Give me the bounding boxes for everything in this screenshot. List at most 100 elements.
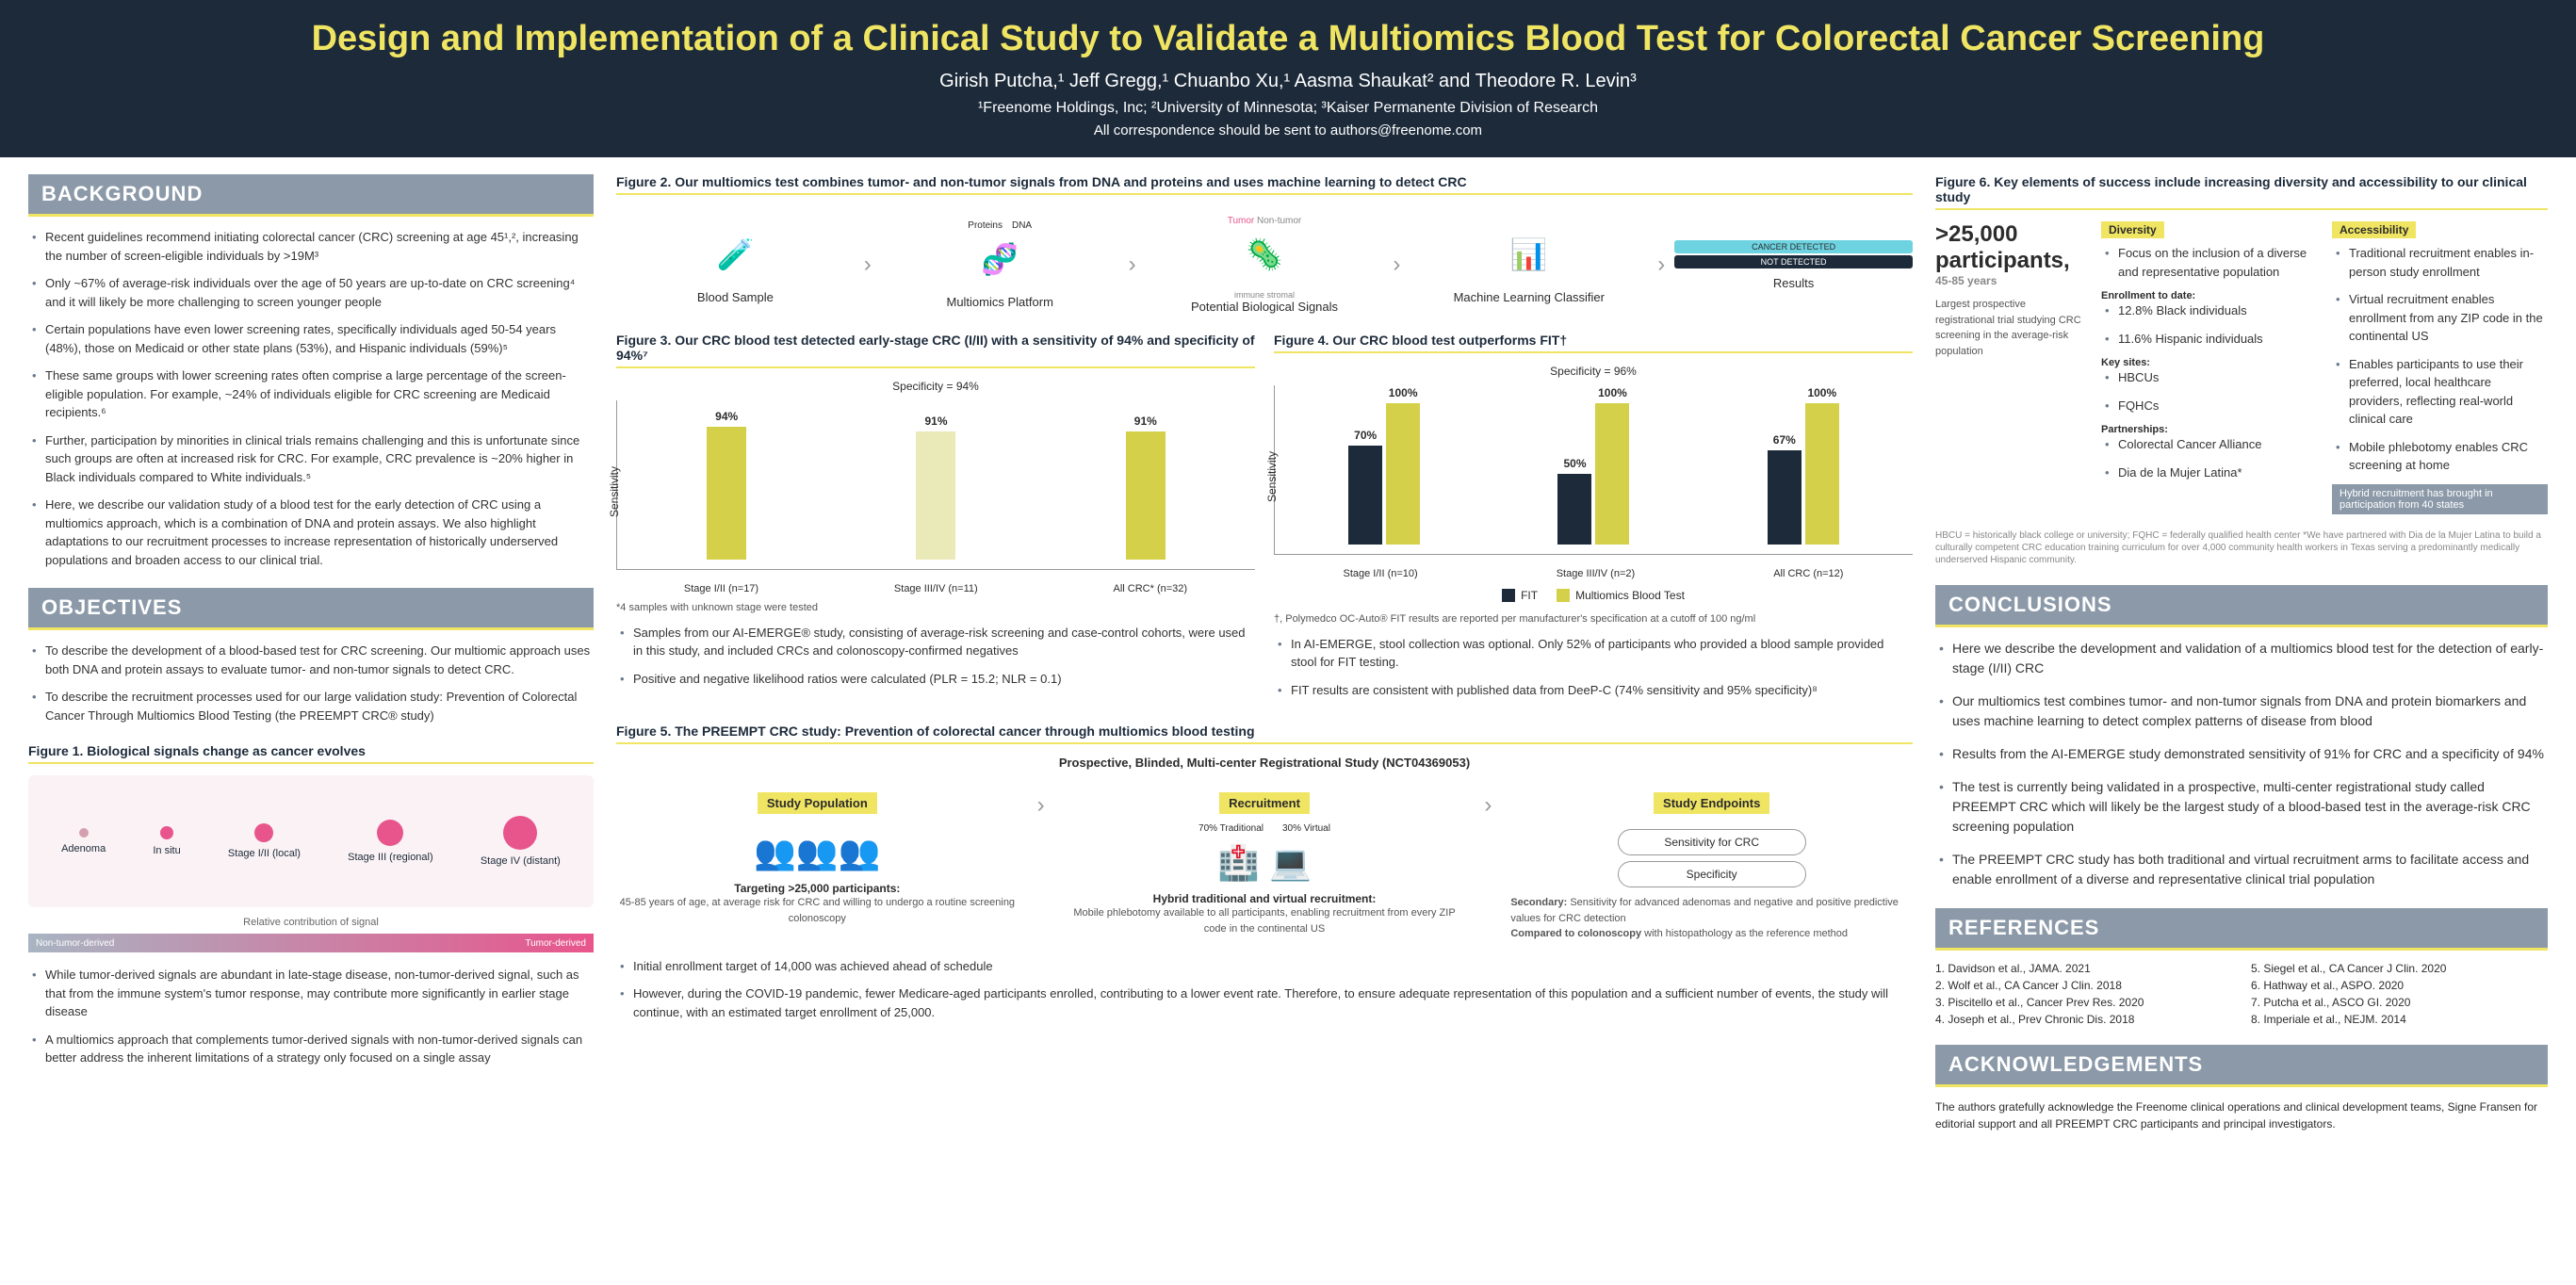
poster-title: Design and Implementation of a Clinical … <box>38 19 2538 59</box>
fig3-chart: Figure 3. Our CRC blood test detected ea… <box>616 333 1255 708</box>
fig1-note: While tumor-derived signals are abundant… <box>32 966 594 1021</box>
rec-header: Recruitment <box>1219 792 1310 814</box>
chevron-icon: › <box>1037 792 1045 819</box>
fig6-footnote: HBCU = historically black college or uni… <box>1935 529 2548 566</box>
participant-count: >25,000 participants, <box>1935 221 2086 274</box>
virus-icon: 🦠 <box>1231 226 1297 283</box>
fig5-population: Study Population 👥👥👥 Targeting >25,000 p… <box>616 792 1019 926</box>
ack-text: The authors gratefully acknowledge the F… <box>1935 1098 2548 1132</box>
non-tumor-label: Non-tumor-derived <box>36 938 114 949</box>
bg-item: Recent guidelines recommend initiating c… <box>32 228 594 265</box>
ref-item: 8. Imperiale et al., NEJM. 2014 <box>2251 1013 2548 1026</box>
age-range: 45-85 years <box>1935 274 2086 287</box>
objectives-list: To describe the development of a blood-b… <box>28 642 594 724</box>
correspondence: All correspondence should be sent to aut… <box>38 122 2538 138</box>
tumor-label: Tumor-derived <box>525 938 586 949</box>
fig6-title: Figure 6. Key elements of success includ… <box>1935 174 2548 210</box>
bg-item: These same groups with lower screening r… <box>32 366 594 422</box>
fig1-stage: Stage I/II (local) <box>228 823 301 859</box>
fig2-step: ProteinsDNA 🧬Multiomics Platform <box>881 220 1119 309</box>
fig5-note: However, during the COVID-19 pandemic, f… <box>620 984 1913 1021</box>
fig2-flow: 🧪Blood Sample › ProteinsDNA 🧬Multiomics … <box>616 206 1913 333</box>
conclusion-item: Results from the AI-EMERGE study demonst… <box>1939 744 2548 764</box>
fig3-notes: Samples from our AI-EMERGE® study, consi… <box>616 624 1255 689</box>
fig5-note: Initial enrollment target of 14,000 was … <box>620 957 1913 976</box>
fig1-diagram: Adenoma In situ Stage I/II (local) Stage… <box>28 775 594 907</box>
bar-label: Stage III/IV (n=2) <box>1557 568 1635 579</box>
fig6-accessibility: Accessibility Traditional recruitment en… <box>2332 221 2548 514</box>
fig3-note: Samples from our AI-EMERGE® study, consi… <box>620 624 1255 660</box>
authors: Girish Putcha,¹ Jeff Gregg,¹ Chuanbo Xu,… <box>38 71 2538 92</box>
chevron-icon: › <box>1657 252 1665 278</box>
fig4-note: In AI-EMERGE, stool collection was optio… <box>1278 635 1913 672</box>
fig4-notes: In AI-EMERGE, stool collection was optio… <box>1274 635 1913 700</box>
chevron-icon: › <box>864 252 872 278</box>
fig5-subtitle: Prospective, Blinded, Multi-center Regis… <box>616 756 1913 770</box>
right-column: Figure 6. Key elements of success includ… <box>1935 174 2548 1132</box>
chart-bar: 91% <box>1126 431 1166 561</box>
hybrid-badge: Hybrid recruitment has brought in partic… <box>2332 484 2548 514</box>
pop-text: 45-85 years of age, at average risk for … <box>616 895 1019 926</box>
fig2-step: 📊Machine Learning Classifier <box>1410 226 1648 304</box>
ref-item: 5. Siegel et al., CA Cancer J Clin. 2020 <box>2251 962 2548 975</box>
accessibility-tag: Accessibility <box>2332 221 2416 238</box>
legend-multi: Multiomics Blood Test <box>1557 589 1685 602</box>
fig5-diagram: Study Population 👥👥👥 Targeting >25,000 p… <box>616 777 1913 957</box>
fig4-bars: Sensitivity 70%100%50%100%67%100% <box>1274 385 1913 555</box>
chart-icon: 📊 <box>1496 226 1562 283</box>
bar-label: Stage I/II (n=17) <box>684 583 758 594</box>
fig3-spec: Specificity = 94% <box>616 380 1255 393</box>
people-icon: 👥👥👥 <box>616 833 1019 872</box>
pop-title: Targeting >25,000 participants: <box>616 882 1019 895</box>
charts-row: Figure 3. Our CRC blood test detected ea… <box>616 333 1913 708</box>
fig1-signal-bar: Non-tumor-derived Tumor-derived <box>28 934 594 952</box>
test-tube-icon: 🧪 <box>702 226 768 283</box>
poster-content: BACKGROUND Recent guidelines recommend i… <box>0 157 2576 1149</box>
fig5-recruitment: Recruitment 70% Traditional30% Virtual 🏥… <box>1064 792 1466 936</box>
ref-item: 3. Piscitello et al., Cancer Prev Res. 2… <box>1935 996 2232 1009</box>
objectives-header: OBJECTIVES <box>28 588 594 630</box>
bg-item: Here, we describe our validation study o… <box>32 496 594 569</box>
ack-header: ACKNOWLEDGEMENTS <box>1935 1045 2548 1087</box>
fig3-title: Figure 3. Our CRC blood test detected ea… <box>616 333 1255 368</box>
fig4-legend: FIT Multiomics Blood Test <box>1274 589 1913 602</box>
bar-label: Stage I/II (n=10) <box>1344 568 1418 579</box>
obj-item: To describe the development of a blood-b… <box>32 642 594 678</box>
fig2-step: Tumor Non-tumor 🦠 immune stromal Potenti… <box>1146 216 1384 314</box>
legend-fit: FIT <box>1502 589 1538 602</box>
largest-study: Largest prospective registrational trial… <box>1935 297 2086 359</box>
chevron-icon: › <box>1484 792 1492 819</box>
fig4-footnote: †, Polymedco OC-Auto® FIT results are re… <box>1274 611 1913 627</box>
fig1-notes: While tumor-derived signals are abundant… <box>28 966 594 1067</box>
endpoint-spec: Specificity <box>1618 861 1806 887</box>
bg-item: Only ~67% of average-risk individuals ov… <box>32 274 594 311</box>
fig2-step: 🧪Blood Sample <box>616 226 855 304</box>
fig5-title: Figure 5. The PREEMPT CRC study: Prevent… <box>616 724 1913 744</box>
fig6-participants: >25,000 participants, 45-85 years Larges… <box>1935 221 2086 514</box>
fig3-labels: Stage I/II (n=17)Stage III/IV (n=11)All … <box>616 577 1255 594</box>
bar-label: All CRC (n=12) <box>1773 568 1843 579</box>
ref-item: 6. Hathway et al., ASPO. 2020 <box>2251 979 2548 992</box>
fig1-stage: In situ <box>153 826 180 856</box>
obj-item: To describe the recruitment processes us… <box>32 688 594 724</box>
fig6-diversity: Diversity Focus on the inclusion of a di… <box>2101 221 2317 514</box>
fig1-stage: Stage IV (distant) <box>481 816 561 867</box>
background-header: BACKGROUND <box>28 174 594 217</box>
bar-group: 70%100% <box>1348 403 1420 545</box>
fig2-title: Figure 2. Our multiomics test combines t… <box>616 174 1913 195</box>
rec-text: Mobile phlebotomy available to all parti… <box>1064 905 1466 936</box>
fig4-title: Figure 4. Our CRC blood test outperforms… <box>1274 333 1913 353</box>
background-list: Recent guidelines recommend initiating c… <box>28 228 594 569</box>
fig1-title: Figure 1. Biological signals change as c… <box>28 743 594 764</box>
fig3-footnote: *4 samples with unknown stage were teste… <box>616 600 1255 616</box>
fig3-note: Positive and negative likelihood ratios … <box>620 670 1255 689</box>
fig1-stage: Stage III (regional) <box>348 820 433 863</box>
bar-label: All CRC* (n=32) <box>1114 583 1188 594</box>
fig5-endpoints: Study Endpoints Sensitivity for CRC Spec… <box>1510 792 1913 942</box>
end-secondary: Secondary: Sensitivity for advanced aden… <box>1510 895 1913 926</box>
end-compared: Compared to colonoscopy with histopathol… <box>1510 926 1913 942</box>
bar-group: 67%100% <box>1768 403 1839 545</box>
conclusion-item: The PREEMPT CRC study has both tradition… <box>1939 850 2548 889</box>
chevron-icon: › <box>1393 252 1400 278</box>
ref-item: 1. Davidson et al., JAMA. 2021 <box>1935 962 2232 975</box>
